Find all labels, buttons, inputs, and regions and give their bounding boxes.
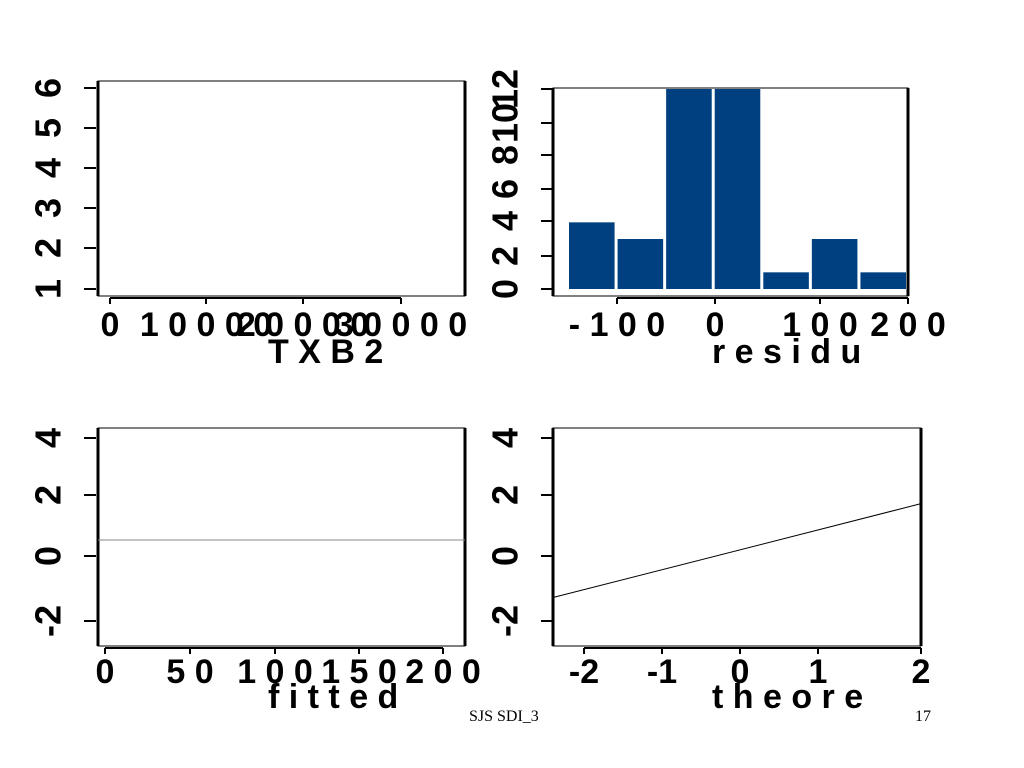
y-tick-label: 0 <box>485 279 526 299</box>
x-tick-label: 1 0 0 <box>782 306 858 344</box>
x-tick-label: 0 <box>706 306 725 344</box>
y-tick-label: 2 <box>485 485 526 505</box>
series-line <box>552 503 922 599</box>
y-tick-label: 12 <box>485 69 526 109</box>
x-tick-label: 1 0 0 <box>237 653 313 691</box>
footer-page-number: 17 <box>915 708 931 725</box>
x-tick-label: 3 0 0 0 0 <box>335 306 467 344</box>
bar <box>569 222 615 289</box>
y-tick-label: 5 <box>28 118 69 138</box>
chart-panel-4: -2 0 2 4 -2 -1 0 1 2 t h e o r e <box>485 427 931 716</box>
y-tick-label: 2 <box>28 485 69 505</box>
x-tick-label: 1 0 0 0 0 <box>140 306 272 344</box>
x-tick-label: 0 <box>731 653 750 691</box>
x-tick-label: -2 <box>569 653 599 691</box>
x-tick-label: 0 <box>96 653 115 691</box>
x-tick-label: 1 5 0 <box>321 653 397 691</box>
x-axis-label: T X B 2 <box>268 333 383 371</box>
bar <box>617 239 664 289</box>
bar <box>714 89 761 289</box>
x-axis-label: f i t t e d <box>268 678 398 716</box>
y-tick-label: 4 <box>28 158 69 178</box>
y-tick-label: 4 <box>485 428 526 448</box>
y-tick-label: 8 <box>485 145 526 165</box>
x-tick-label: 2 0 0 <box>870 306 946 344</box>
bar <box>860 272 906 289</box>
chart-panel-1: 1 2 3 4 5 6 0 1 0 0 0 02 0 0 0 03 0 0 0 0T X B … <box>28 78 468 371</box>
x-tick-label: 5 0 <box>166 653 213 691</box>
x-tick-label: 0 <box>101 306 120 344</box>
x-axis-label: r e s i d u <box>712 333 861 371</box>
y-tick-label: 2 <box>485 246 526 266</box>
y-tick-label: 4 <box>485 211 526 231</box>
x-tick-label: 1 <box>809 653 828 691</box>
footer-left-text: SJS SDI_3 <box>469 708 539 725</box>
bar <box>763 272 809 289</box>
y-tick-label: -2 <box>485 605 526 637</box>
bar <box>811 239 858 289</box>
x-tick-label: 2 <box>912 653 931 691</box>
y-tick-label: -2 <box>28 605 69 637</box>
y-tick-label: 3 <box>28 198 69 218</box>
y-tick-label: 0 <box>485 546 526 566</box>
x-tick-label: 2 0 0 <box>405 653 481 691</box>
x-tick-label: - 1 0 0 <box>569 306 665 344</box>
y-tick-label: 1 <box>28 279 69 299</box>
plot-frame <box>97 80 466 297</box>
y-tick-label: 6 <box>28 78 69 98</box>
y-tick-label: 2 <box>28 238 69 258</box>
x-tick-label: -1 <box>647 653 677 691</box>
y-tick-label: 10 <box>485 103 526 143</box>
plot-frame <box>552 427 922 647</box>
x-tick-label: 2 0 0 0 0 <box>237 306 369 344</box>
y-tick-label: 0 <box>28 546 69 566</box>
y-tick-label: 4 <box>28 428 69 448</box>
x-axis-label: t h e o r e <box>712 678 863 716</box>
bar <box>666 89 712 289</box>
y-tick-label: 6 <box>485 179 526 199</box>
plot-frame <box>97 427 466 647</box>
